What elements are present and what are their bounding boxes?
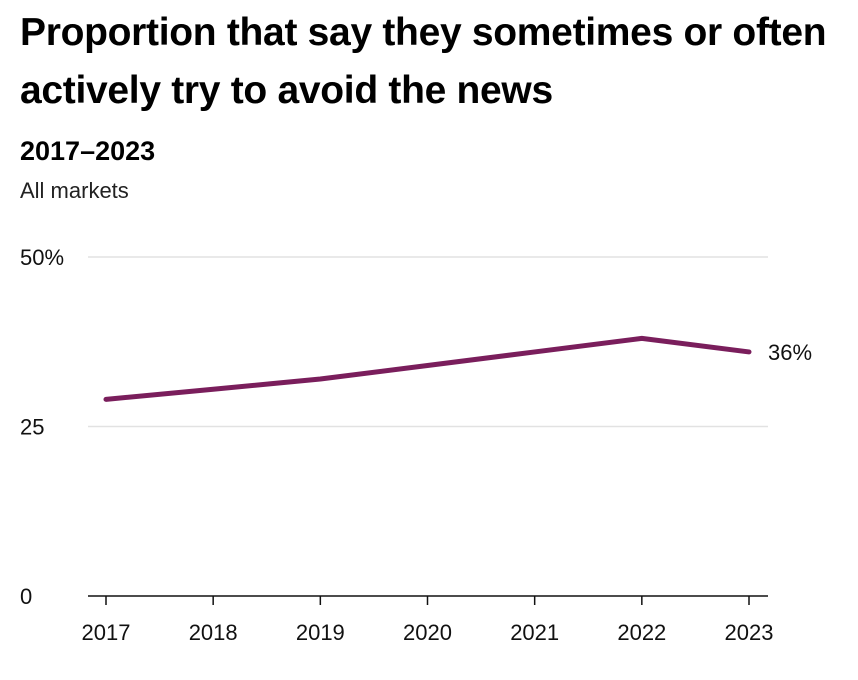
x-axis — [88, 595, 768, 605]
gridlines — [88, 256, 768, 428]
x-tick-label: 2021 — [510, 620, 559, 645]
x-tick-label: 2017 — [82, 620, 131, 645]
chart-subtitle: 2017–2023 — [20, 136, 156, 166]
y-tick-label: 50% — [20, 245, 64, 270]
x-tick-label: 2023 — [725, 620, 774, 645]
y-tick-label: 25 — [20, 415, 44, 440]
series-line — [103, 335, 752, 402]
x-tick-label: 2018 — [189, 620, 238, 645]
x-tick-label: 2022 — [617, 620, 666, 645]
labels-layer: 0 25 50% 2017 2018 2019 2020 2021 2022 2023 36% — [20, 245, 812, 645]
chart-title: Proportion that say they sometimes or of… — [20, 11, 827, 112]
end-value-label: 36% — [768, 340, 812, 365]
y-tick-label: 0 — [20, 584, 32, 609]
chart-note: All markets — [20, 178, 129, 203]
series-layer — [103, 335, 752, 402]
x-tick-label: 2019 — [296, 620, 345, 645]
x-tick-label: 2020 — [403, 620, 452, 645]
